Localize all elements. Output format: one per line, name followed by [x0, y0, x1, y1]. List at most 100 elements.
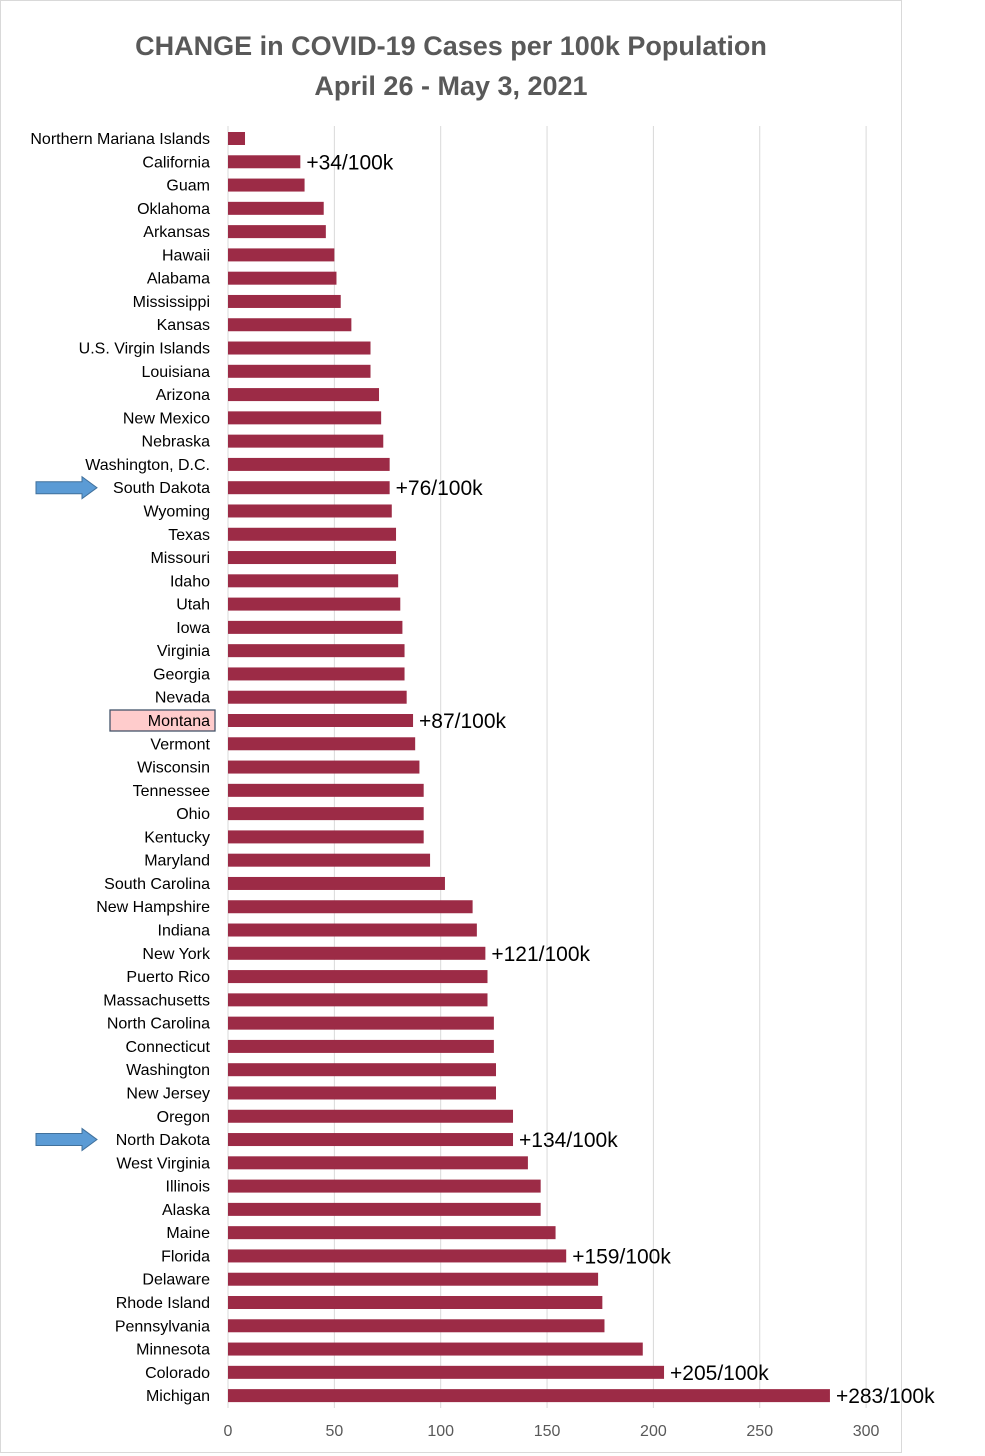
bar [228, 388, 380, 402]
bar [228, 574, 399, 588]
bar [228, 1202, 541, 1216]
bar [228, 457, 390, 471]
category-label: Iowa [176, 620, 210, 637]
bar [228, 294, 341, 308]
bar [228, 900, 473, 914]
category-label: Alabama [147, 271, 210, 288]
bar [228, 1016, 494, 1030]
bar [228, 1039, 494, 1053]
bar [228, 737, 416, 751]
arrow-icon [35, 1127, 98, 1152]
bar [228, 760, 420, 774]
bar [228, 1179, 541, 1193]
data-label: +34/100k [306, 151, 393, 174]
category-label: New Hampshire [96, 899, 210, 916]
category-label: Georgia [153, 666, 210, 683]
data-label: +134/100k [519, 1129, 618, 1152]
category-label: West Virginia [116, 1155, 210, 1172]
category-label: Washington [126, 1062, 210, 1079]
category-label: Ohio [176, 806, 210, 823]
bar [228, 993, 488, 1007]
category-label: Wyoming [143, 503, 210, 520]
bar [228, 876, 445, 890]
bar [228, 807, 424, 821]
category-label: Virginia [157, 643, 210, 660]
category-label: Arizona [156, 387, 210, 404]
data-label: +205/100k [670, 1362, 769, 1385]
arrow-icon [35, 475, 98, 500]
x-tick-label: 50 [325, 1423, 343, 1440]
category-label: Puerto Rico [126, 969, 210, 986]
category-label: Kansas [157, 317, 210, 334]
chart-title-line-2: April 26 - May 3, 2021 [314, 71, 588, 101]
category-label: Guam [166, 178, 210, 195]
category-label: Alaska [162, 1202, 210, 1219]
category-label: Maine [166, 1225, 210, 1242]
category-label: Missouri [150, 550, 210, 567]
bar [228, 644, 405, 658]
category-label: Connecticut [126, 1039, 211, 1056]
category-label: Arkansas [143, 224, 210, 241]
bar [228, 1365, 665, 1379]
category-label: Michigan [146, 1388, 210, 1405]
x-tick-label: 200 [640, 1423, 667, 1440]
bar [228, 1389, 830, 1403]
bar [228, 714, 414, 727]
category-label: Nebraska [142, 434, 211, 451]
category-label: South Dakota [113, 480, 210, 497]
category-label: Northern Mariana Islands [30, 131, 210, 148]
bar [228, 1063, 497, 1077]
bar [228, 1319, 605, 1333]
category-label: Kentucky [144, 829, 210, 846]
data-label: +159/100k [572, 1245, 671, 1268]
x-tick-label: 250 [746, 1423, 773, 1440]
category-label: Washington, D.C. [85, 457, 210, 474]
bar [228, 1133, 514, 1147]
data-label: +87/100k [419, 710, 506, 733]
category-label: Maryland [144, 853, 210, 870]
bar [228, 551, 397, 565]
category-label: Wisconsin [137, 760, 210, 777]
chart-title: CHANGE in COVID-19 Cases per 100k Popula… [0, 26, 902, 106]
category-label: North Carolina [107, 1016, 210, 1033]
category-label: Utah [176, 597, 210, 614]
category-label: North Dakota [116, 1132, 210, 1149]
bar [228, 783, 424, 797]
bar [228, 248, 335, 262]
bar [228, 318, 352, 332]
bar [228, 271, 337, 285]
bar [228, 1226, 556, 1240]
category-label: Delaware [142, 1272, 210, 1289]
bar [228, 1156, 528, 1170]
category-label: California [142, 154, 210, 171]
bar [228, 132, 246, 145]
data-label: +76/100k [396, 477, 483, 500]
bar [228, 481, 390, 495]
category-label: New Mexico [123, 410, 210, 427]
category-label: Hawaii [162, 247, 210, 264]
data-label: +121/100k [491, 943, 590, 966]
bar [228, 434, 384, 448]
category-label: Florida [161, 1248, 210, 1265]
category-label: Mississippi [133, 294, 210, 311]
category-label: Oklahoma [137, 201, 210, 218]
bar [228, 667, 405, 681]
bar [228, 923, 477, 937]
category-label: Pennsylvania [115, 1318, 210, 1335]
category-label: Louisiana [142, 364, 211, 381]
category-label: Idaho [170, 573, 210, 590]
bar [228, 155, 301, 169]
category-label: South Carolina [104, 876, 210, 893]
bar [228, 970, 488, 984]
data-label: +283/100k [836, 1385, 935, 1408]
bar [228, 1086, 497, 1100]
bar [228, 1272, 599, 1286]
category-label: New Jersey [126, 1085, 210, 1102]
bar [228, 1109, 514, 1123]
bar [228, 620, 403, 634]
chart-title-line-1: CHANGE in COVID-19 Cases per 100k Popula… [135, 31, 767, 61]
bar [228, 830, 424, 844]
category-label: Montana [148, 713, 210, 730]
bar [228, 527, 397, 541]
